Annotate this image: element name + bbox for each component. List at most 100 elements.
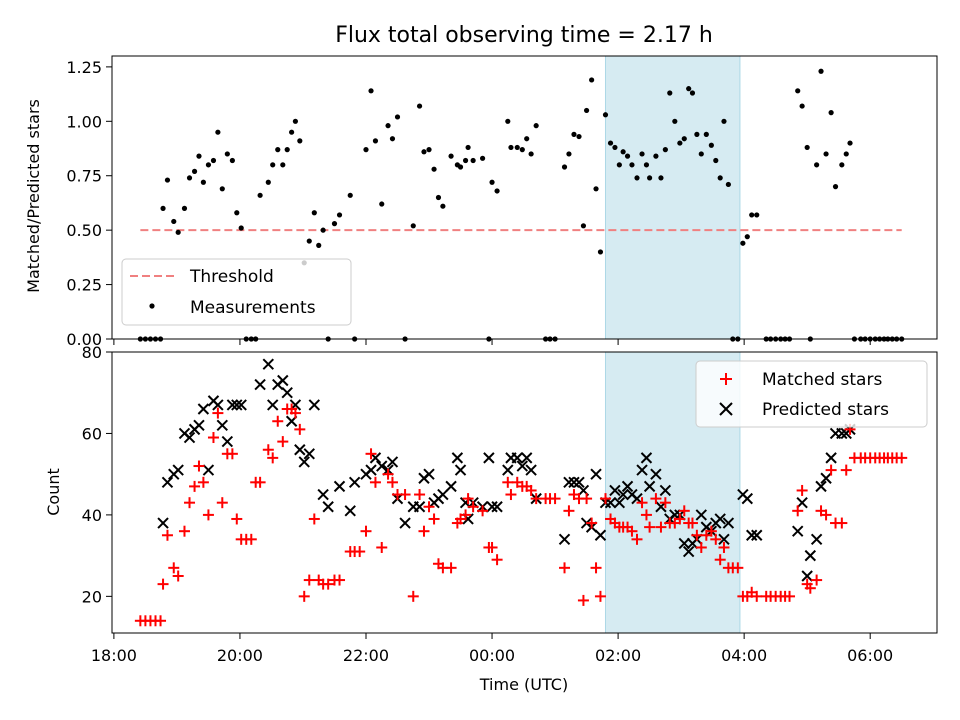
predicted-point: [568, 476, 580, 489]
measurement-point: [257, 192, 263, 198]
top-y-tick-label: 0.00: [66, 330, 102, 349]
matched-point: [477, 505, 489, 517]
matched-point: [322, 578, 334, 590]
measurement-point: [629, 162, 635, 168]
measurement-point: [708, 142, 714, 148]
predicted-point: [617, 488, 629, 501]
measurement-point: [576, 133, 582, 140]
measurement-point: [347, 192, 353, 198]
measurement-point: [721, 118, 727, 124]
measurement-point: [416, 103, 423, 109]
measurement-point: [658, 175, 664, 181]
matched-point: [796, 484, 808, 496]
matched-point: [686, 517, 698, 529]
legend-measurements-swatch: [149, 303, 155, 309]
predicted-point: [792, 525, 804, 537]
matched-point: [407, 590, 419, 602]
matched-point: [714, 554, 726, 566]
bottom-x-tick-label: 22:00: [343, 646, 389, 665]
predicted-point: [202, 464, 215, 476]
matched-point: [549, 493, 561, 505]
matched-point: [840, 464, 852, 476]
matched-point: [399, 489, 411, 501]
matched-point: [184, 497, 196, 509]
predicted-point: [193, 419, 205, 432]
measurement-point: [681, 136, 687, 142]
top-shaded-span: [604, 55, 741, 340]
matched-point: [168, 562, 180, 574]
predicted-point: [413, 501, 426, 513]
measurement-point: [713, 157, 719, 164]
matched-point: [491, 554, 503, 566]
measurement-point: [643, 162, 650, 168]
matched-point: [467, 501, 479, 513]
measurement-point: [620, 149, 626, 155]
measurement-point: [234, 210, 240, 216]
bottom-x-tick-label: 18:00: [91, 646, 137, 665]
measurement-point: [519, 147, 525, 153]
bottom-axes-frame: [111, 351, 938, 634]
measurement-point: [597, 249, 604, 255]
predicted-point: [212, 399, 224, 411]
matched-point: [505, 489, 517, 501]
predicted-point: [640, 452, 653, 464]
predicted-point: [365, 464, 377, 476]
legend-predicted-swatch: [719, 402, 733, 416]
measurement-point: [440, 203, 446, 209]
matched-point: [820, 509, 832, 521]
measurement-point: [677, 140, 683, 146]
measurement-point: [215, 129, 221, 135]
bottom-y-ticks: 20 40 60 80: [82, 343, 112, 606]
predicted-point: [277, 374, 289, 387]
matched-point: [732, 562, 744, 574]
predicted-point: [157, 517, 169, 529]
measurement-point: [494, 188, 500, 194]
bottom-y-tick-label: 80: [82, 343, 102, 362]
predicted-point: [344, 505, 356, 517]
top-axes-frame: [111, 55, 938, 340]
legend-matched-swatch: [720, 373, 732, 385]
measurement-point: [224, 151, 230, 157]
matched-point: [414, 489, 426, 501]
top-y-tick-label: 0.25: [66, 276, 102, 295]
measurement-point: [316, 242, 322, 248]
predicted-point: [502, 464, 514, 476]
matched-point: [445, 562, 457, 574]
predicted-point: [376, 460, 388, 472]
matched-point: [691, 529, 703, 541]
matched-point: [559, 562, 571, 574]
measurement-point: [448, 153, 454, 159]
bottom-x-tick-label: 02:00: [595, 646, 641, 665]
matched-point: [640, 509, 652, 521]
top-y-tick-label: 1.25: [66, 58, 102, 77]
measurement-point: [583, 107, 590, 114]
predicted-point: [718, 533, 730, 546]
measurement-point: [647, 175, 653, 181]
predicted-point: [751, 529, 763, 541]
bottom-panel: 20 40 60 80 18:00 20:00 22:00 00:00 02:00 04:00 0…: [44, 343, 938, 694]
matched-point: [212, 407, 224, 419]
predicted-point: [613, 496, 626, 509]
measurement-point: [653, 153, 659, 159]
measurement-point: [740, 240, 746, 246]
measurement-point: [698, 151, 704, 157]
predicted-point: [636, 464, 648, 476]
measurement-point: [799, 103, 805, 109]
top-y-ticks: 0.00 0.25 0.50 0.75 1.00 1.25: [66, 58, 112, 349]
matched-point: [354, 546, 366, 558]
predicted-point: [741, 492, 754, 505]
measurement-point: [372, 138, 379, 144]
matched-point: [161, 529, 173, 541]
measurement-point: [457, 164, 464, 170]
matched-point: [308, 513, 320, 525]
measurement-point: [847, 140, 853, 146]
bottom-y-tick-label: 40: [82, 506, 102, 525]
measurement-point: [265, 179, 271, 185]
bottom-legend-box: [695, 360, 928, 428]
bottom-y-axis-label: Count: [44, 468, 63, 516]
predicted-point: [594, 529, 607, 541]
matched-point: [376, 541, 388, 553]
measurement-point: [270, 162, 276, 168]
matched-point: [784, 590, 796, 602]
